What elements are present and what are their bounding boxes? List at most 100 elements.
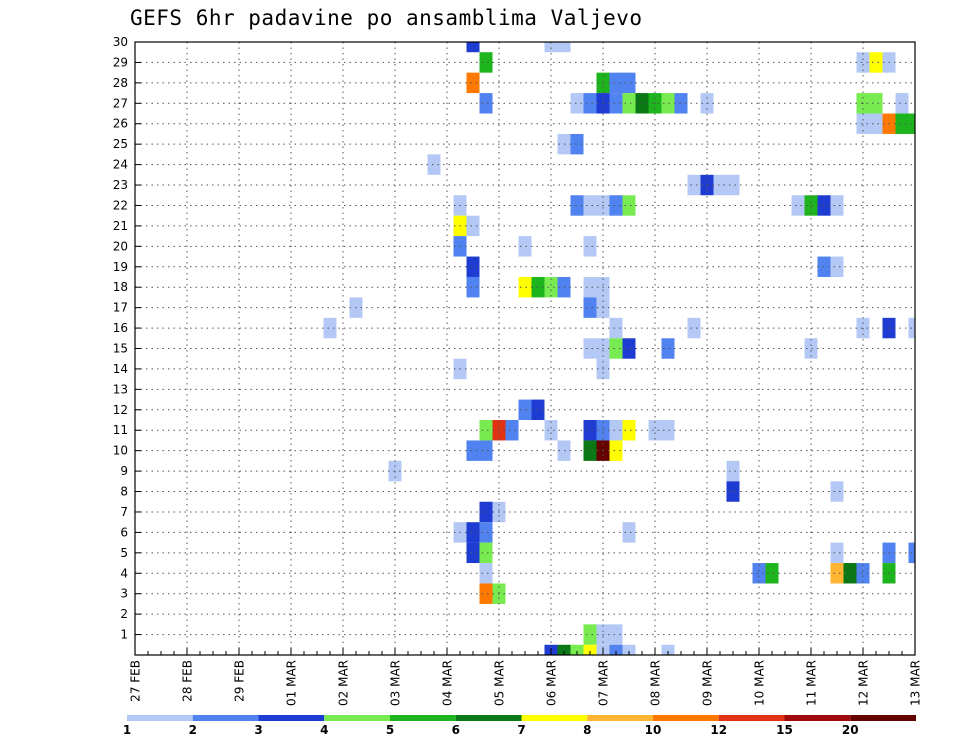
y-tick-label: 7 (120, 505, 128, 519)
y-tick-label: 26 (113, 117, 128, 131)
y-tick-label: 2 (120, 607, 128, 621)
heatmap-cell (583, 644, 597, 655)
heatmap-cell (765, 563, 779, 584)
heatmap-cell (609, 317, 623, 339)
heatmap-cell (661, 93, 675, 114)
legend-swatch (784, 715, 851, 721)
legend-label: 3 (254, 723, 262, 737)
y-tick-label: 24 (113, 158, 128, 172)
x-tick-label: 11 MAR (805, 660, 819, 706)
heatmap-cell (752, 563, 766, 584)
legend-swatch (587, 715, 653, 721)
legend-swatch (653, 715, 719, 721)
heatmap-cell (830, 195, 844, 216)
y-tick-label: 30 (113, 35, 128, 49)
x-tick-label: 07 MAR (597, 660, 611, 706)
y-tick-label: 27 (113, 96, 128, 110)
heatmap-cell (479, 563, 493, 584)
legend-label: 7 (517, 723, 525, 737)
heatmap-cell (479, 522, 493, 543)
legend-swatch (192, 715, 259, 721)
heatmap-cell (648, 420, 662, 441)
heatmap-cell (869, 93, 883, 114)
heatmap-cell (518, 399, 532, 421)
heatmap-cell (622, 420, 636, 441)
x-tick-label: 08 MAR (649, 660, 663, 706)
chart-title: GEFS 6hr padavine po ansamblima Valjevo (130, 6, 643, 30)
heatmap-cell (622, 338, 636, 359)
heatmap-cell (713, 174, 727, 196)
legend-swatch (718, 715, 785, 721)
heatmap-cell (687, 174, 701, 196)
legend-swatch (258, 715, 325, 721)
x-tick-label: 01 MAR (285, 660, 299, 706)
y-tick-label: 16 (113, 321, 128, 335)
heatmap-cell (609, 420, 623, 441)
y-tick-label: 10 (113, 444, 128, 458)
heatmap-cell (544, 276, 558, 298)
heatmap-cell (622, 72, 636, 94)
y-tick-label: 17 (113, 301, 128, 315)
heatmap-cell (479, 542, 493, 564)
y-tick-label: 1 (120, 628, 128, 642)
heatmap-cell (466, 276, 480, 298)
heatmap-cell (479, 583, 493, 604)
heatmap-cell (869, 52, 883, 73)
heatmap-cell (557, 42, 571, 53)
heatmap-cell (583, 338, 597, 359)
x-tick-label: 13 MAR (909, 660, 923, 706)
heatmap-cell (583, 624, 597, 645)
heatmap-cell (466, 522, 480, 543)
x-tick-label: 06 MAR (545, 660, 559, 706)
y-tick-label: 14 (113, 362, 128, 376)
y-tick-label: 29 (113, 55, 128, 69)
y-tick-label: 19 (113, 260, 128, 274)
heatmap-cell (583, 195, 597, 216)
heatmap-cell (661, 420, 675, 441)
y-tick-label: 8 (120, 485, 128, 499)
x-tick-label: 09 MAR (701, 660, 715, 706)
heatmap-cell (622, 93, 636, 114)
heatmap-cell (856, 563, 870, 584)
heatmap-cell (466, 256, 480, 277)
y-tick-label: 18 (113, 280, 128, 294)
heatmap-cell (830, 542, 844, 564)
heatmap-cell (804, 338, 818, 359)
heatmap-cell (466, 542, 480, 564)
x-tick-label: 03 MAR (389, 660, 403, 706)
y-tick-label: 9 (120, 464, 128, 478)
legend-swatch (127, 715, 193, 721)
heatmap-cell (622, 644, 636, 655)
y-tick-label: 5 (120, 546, 128, 560)
heatmap-cell (505, 420, 519, 441)
legend-label: 12 (710, 723, 727, 737)
legend-label: 15 (776, 723, 793, 737)
heatmap-cell (804, 195, 818, 216)
y-tick-label: 3 (120, 587, 128, 601)
heatmap-cell (609, 93, 623, 114)
heatmap-cell (583, 236, 597, 257)
legend-label: 5 (386, 723, 394, 737)
heatmap-cell (856, 113, 870, 134)
legend-label: 1 (123, 723, 131, 737)
heatmap-cell (570, 195, 584, 216)
grid-lines (134, 41, 916, 655)
y-tick-label: 21 (113, 219, 128, 233)
heatmap-cell (791, 195, 805, 216)
legend-swatch (390, 715, 456, 721)
heatmap-cell (544, 420, 558, 441)
y-tick-label: 15 (113, 342, 128, 356)
heatmap-cell (583, 93, 597, 114)
y-axis: 1234567891011121314151617181920212223242… (113, 35, 141, 642)
heatmap-cell (570, 93, 584, 114)
y-tick-label: 20 (113, 239, 128, 253)
y-tick-label: 25 (113, 137, 128, 151)
legend-label: 2 (189, 723, 197, 737)
heatmap-cell (466, 72, 480, 94)
y-tick-label: 22 (113, 198, 128, 212)
heatmap-cell (466, 42, 480, 53)
heatmap-cell (622, 522, 636, 543)
legend-label: 4 (320, 723, 328, 737)
legend-label: 10 (645, 723, 662, 737)
y-tick-label: 28 (113, 76, 128, 90)
